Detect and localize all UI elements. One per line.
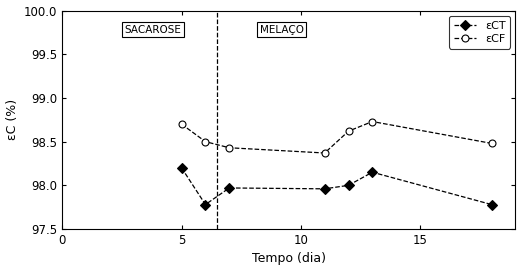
Line: εCF: εCF bbox=[178, 118, 495, 156]
Line: εCT: εCT bbox=[178, 164, 495, 208]
εCF bbox=[345, 130, 352, 133]
εCT bbox=[345, 184, 352, 187]
εCT bbox=[202, 203, 208, 206]
εCF bbox=[489, 142, 495, 145]
εCF bbox=[321, 151, 328, 155]
εCF bbox=[369, 120, 376, 123]
Text: SACAROSE: SACAROSE bbox=[125, 25, 181, 35]
εCT bbox=[489, 203, 495, 206]
εCT bbox=[226, 186, 232, 190]
Y-axis label: εC (%): εC (%) bbox=[6, 99, 19, 140]
εCT bbox=[321, 187, 328, 191]
Text: MELAÇO: MELAÇO bbox=[260, 25, 304, 35]
εCT bbox=[369, 171, 376, 174]
Legend: εCT, εCF: εCT, εCF bbox=[449, 16, 510, 49]
X-axis label: Tempo (dia): Tempo (dia) bbox=[252, 253, 326, 265]
εCF bbox=[226, 146, 232, 149]
εCF bbox=[202, 140, 208, 143]
εCF bbox=[179, 122, 185, 126]
εCT bbox=[179, 166, 185, 169]
